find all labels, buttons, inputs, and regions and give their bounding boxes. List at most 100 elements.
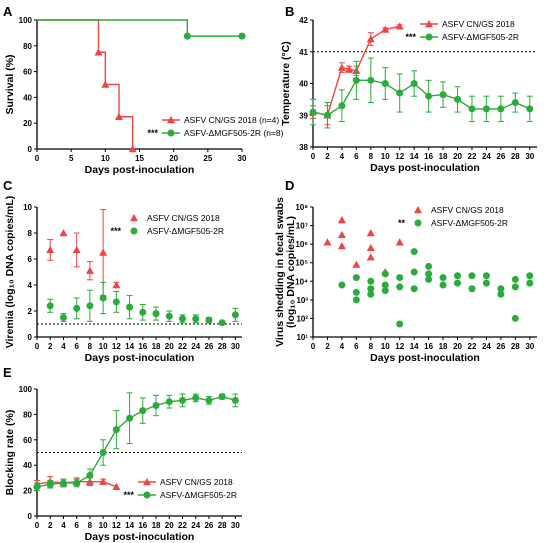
- x-tick-label: 26: [204, 342, 213, 351]
- data-point: [86, 471, 94, 479]
- data-point: [352, 296, 360, 304]
- y-axis-label: Virus shedding in fecal swabs: [274, 197, 286, 347]
- data-point: [396, 320, 404, 328]
- y-tick-label: 80: [23, 410, 32, 419]
- x-tick-label: 12: [395, 342, 404, 351]
- x-tick-label: 2: [48, 342, 53, 351]
- panel-letter: B: [285, 4, 294, 19]
- y-tick-label: 2: [28, 307, 33, 316]
- data-point: [115, 112, 123, 120]
- legend-entry: ASFV CN/GS 2018: [138, 477, 233, 487]
- y-tick-label: 40: [299, 80, 308, 89]
- x-tick-label: 30: [525, 152, 534, 161]
- legend-entry: ASFV CN/GS 2018: [414, 205, 504, 215]
- legend-label: ASFV CN/GS 2018: [147, 213, 220, 223]
- data-point: [46, 245, 55, 254]
- panel-letter: E: [3, 365, 12, 380]
- x-tick-label: 0: [35, 342, 40, 351]
- x-tick-label: 4: [61, 521, 66, 530]
- y-tick-label: 10⁷: [296, 222, 308, 231]
- data-point: [366, 35, 375, 43]
- series-green: [37, 19, 246, 40]
- panel-letter: C: [3, 178, 13, 193]
- x-axis-label: Days post-inoculation: [370, 162, 480, 174]
- data-point: [231, 396, 239, 404]
- x-tick-label: 0: [35, 521, 40, 530]
- x-tick-label: 0: [311, 342, 316, 351]
- data-point: [112, 426, 120, 434]
- y-tick-label: 20: [23, 119, 32, 128]
- legend-entry: *** ASFV-ΔMGF505-2R: [110, 226, 224, 236]
- panel-e: E0 2 4 6 8 10 12 14 16 18 20 22 24 26 28 30020406080100…: [3, 365, 242, 543]
- data-point: [396, 89, 404, 97]
- y-tick-label: 6: [28, 255, 33, 264]
- x-tick-label: 10: [381, 342, 390, 351]
- series-line: [36, 395, 236, 488]
- legend-entry: ** ASFV-ΔMGF505-2R: [398, 218, 508, 228]
- y-tick-label: 39: [299, 111, 308, 120]
- data-point: [337, 242, 346, 250]
- y-tick-label: 60: [23, 68, 32, 77]
- data-point: [425, 92, 433, 100]
- data-point: [72, 245, 81, 254]
- data-point: [337, 63, 346, 71]
- y-tick-label: 0: [28, 333, 33, 342]
- x-tick-label: 4: [340, 152, 345, 161]
- data-point: [86, 302, 94, 310]
- x-tick-label: 28: [218, 521, 227, 530]
- y-tick-label: 10⁴: [295, 277, 308, 286]
- panel-b: B0 2 4 6 8 10 12 14 16 18 20 22 24 26 28 303839404142Da…: [280, 4, 537, 174]
- data-point: [396, 283, 404, 291]
- data-point: [112, 482, 121, 490]
- x-tick-label: 8: [88, 521, 93, 530]
- x-tick-label: 2: [325, 152, 330, 161]
- data-point: [126, 303, 134, 311]
- data-point: [439, 91, 447, 99]
- legend-label: ASFV-ΔMGF505-2R: [431, 218, 508, 228]
- data-point: [352, 260, 361, 268]
- y-axis-label: Survival (%): [4, 54, 16, 114]
- series-line: [37, 19, 134, 149]
- data-point: [511, 275, 519, 283]
- y-tick-label: 4: [28, 281, 33, 290]
- data-point: [497, 290, 505, 298]
- data-point: [381, 287, 389, 295]
- x-tick-label: 8: [88, 342, 93, 351]
- data-point: [425, 275, 433, 283]
- x-tick-label: 18: [439, 152, 448, 161]
- x-tick-label: 10: [99, 342, 108, 351]
- x-tick-label: 8: [369, 152, 374, 161]
- data-point: [218, 393, 226, 401]
- legend-marker: [425, 20, 433, 28]
- data-point: [396, 274, 404, 282]
- data-point: [367, 285, 375, 293]
- data-point: [139, 407, 147, 415]
- y-tick-label: 10²: [296, 314, 308, 323]
- data-point: [381, 270, 389, 278]
- data-point: [152, 310, 160, 318]
- x-tick-label: 16: [424, 342, 433, 351]
- data-point: [366, 229, 375, 237]
- x-tick-label: 30: [525, 342, 534, 351]
- y-tick-label: 100: [19, 385, 33, 394]
- panel-c: C0 2 4 6 8 10 12 14 16 18 20 22 24 26 28 300246810Days …: [3, 178, 242, 364]
- legend-marker: [167, 116, 175, 124]
- data-point: [454, 272, 462, 280]
- data-point: [338, 281, 346, 289]
- data-point: [231, 311, 239, 319]
- x-tick-label: 28: [511, 342, 520, 351]
- x-tick-label: 24: [191, 342, 200, 351]
- x-tick-label: 20: [453, 152, 462, 161]
- y-axis-label: Temperature (°C): [280, 41, 292, 126]
- y-tick-label: 40: [23, 461, 32, 470]
- y-tick-label: 10³: [296, 296, 308, 305]
- data-point: [178, 396, 186, 404]
- series-line: [37, 19, 242, 37]
- data-point: [511, 283, 519, 291]
- legend-label: ASFV CN/GS 2018: [442, 19, 515, 29]
- legend-marker: [143, 478, 151, 486]
- x-tick-label: 20: [165, 521, 174, 530]
- x-tick-label: 6: [354, 152, 359, 161]
- x-tick-label: 30: [231, 521, 240, 530]
- data-point: [59, 229, 68, 237]
